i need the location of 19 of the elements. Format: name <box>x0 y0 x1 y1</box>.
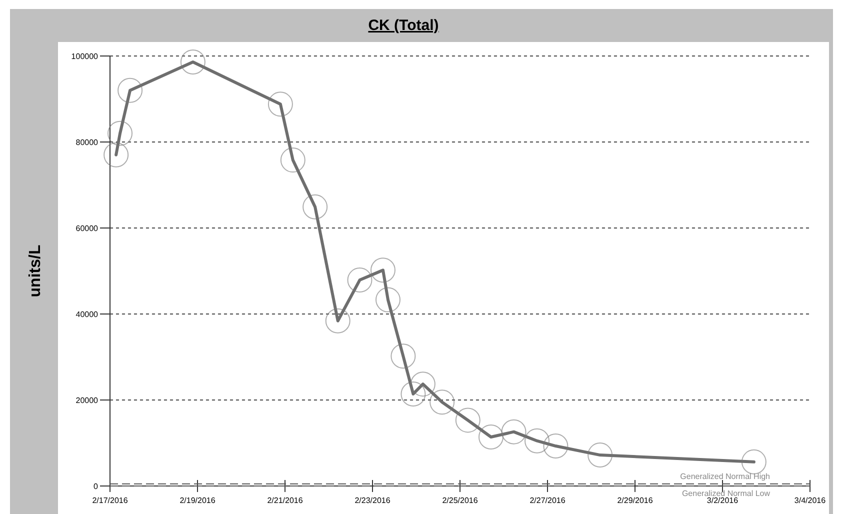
y-tick-label: 0 <box>94 482 99 491</box>
x-tick-label: 2/29/2016 <box>617 496 654 505</box>
x-tick-label: 2/21/2016 <box>267 496 304 505</box>
x-tick-label: 3/4/2016 <box>794 496 826 505</box>
ref-line-label: Generalized Normal High <box>680 472 770 481</box>
y-axis-title: units/L <box>27 244 44 298</box>
x-tick-label: 2/27/2016 <box>530 496 566 505</box>
y-tick-label: 80000 <box>76 138 99 147</box>
y-tick-label: 60000 <box>76 224 99 233</box>
x-tick-label: 2/19/2016 <box>180 496 216 505</box>
x-tick-label: 2/25/2016 <box>442 496 478 505</box>
x-tick-label: 2/23/2016 <box>354 496 391 505</box>
y-tick-label: 20000 <box>76 396 99 405</box>
x-tick-label: 2/17/2016 <box>92 496 128 505</box>
y-tick-label: 40000 <box>76 310 99 319</box>
y-tick-label: 100000 <box>71 52 99 61</box>
ref-line-label: Generalized Normal Low <box>682 489 770 498</box>
chart-title: CK (Total) <box>368 17 439 34</box>
x-tick-label: 3/2/2016 <box>706 496 739 505</box>
